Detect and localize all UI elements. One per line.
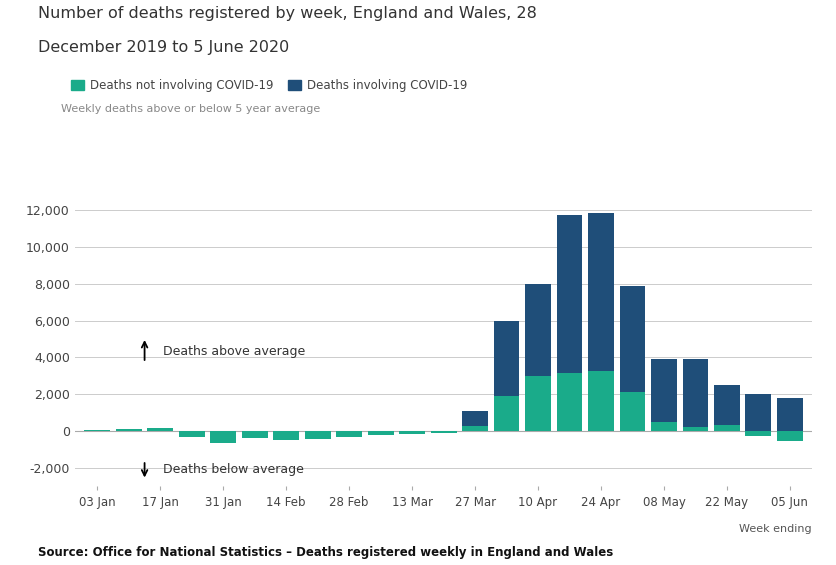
Bar — [493, 396, 519, 431]
Bar — [304, 431, 330, 439]
Bar — [461, 426, 487, 431]
Bar — [556, 215, 582, 373]
Text: Deaths below average: Deaths below average — [163, 463, 304, 476]
Bar — [367, 431, 393, 436]
Bar — [776, 398, 802, 431]
Bar — [431, 431, 456, 433]
Bar — [619, 392, 645, 431]
Bar — [116, 429, 141, 431]
Text: Weekly deaths above or below 5 year average: Weekly deaths above or below 5 year aver… — [60, 104, 319, 114]
Bar — [556, 373, 582, 431]
Bar — [619, 286, 645, 392]
Bar — [461, 411, 487, 426]
Text: December 2019 to 5 June 2020: December 2019 to 5 June 2020 — [38, 40, 288, 55]
Bar — [713, 385, 739, 425]
Bar — [776, 431, 802, 441]
Text: Week ending: Week ending — [738, 524, 811, 534]
Bar — [242, 431, 268, 438]
Bar — [84, 430, 110, 431]
Bar — [650, 421, 676, 431]
Bar — [524, 376, 550, 431]
Bar — [681, 427, 707, 431]
Bar — [210, 431, 236, 443]
Bar — [147, 428, 173, 431]
Bar — [650, 359, 676, 421]
Bar — [179, 431, 205, 437]
Text: Source: Office for National Statistics – Deaths registered weekly in England and: Source: Office for National Statistics –… — [38, 546, 612, 559]
Bar — [399, 431, 425, 433]
Bar — [588, 213, 613, 371]
Bar — [588, 371, 613, 431]
Bar — [336, 431, 362, 437]
Legend: Deaths not involving COVID-19, Deaths involving COVID-19: Deaths not involving COVID-19, Deaths in… — [66, 75, 472, 97]
Text: Deaths above average: Deaths above average — [163, 345, 305, 358]
Bar — [524, 284, 550, 376]
Bar — [273, 431, 298, 440]
Bar — [681, 359, 707, 427]
Bar — [745, 431, 770, 436]
Text: Number of deaths registered by week, England and Wales, 28: Number of deaths registered by week, Eng… — [38, 6, 536, 21]
Bar — [745, 394, 770, 431]
Bar — [713, 425, 739, 431]
Bar — [493, 321, 519, 396]
